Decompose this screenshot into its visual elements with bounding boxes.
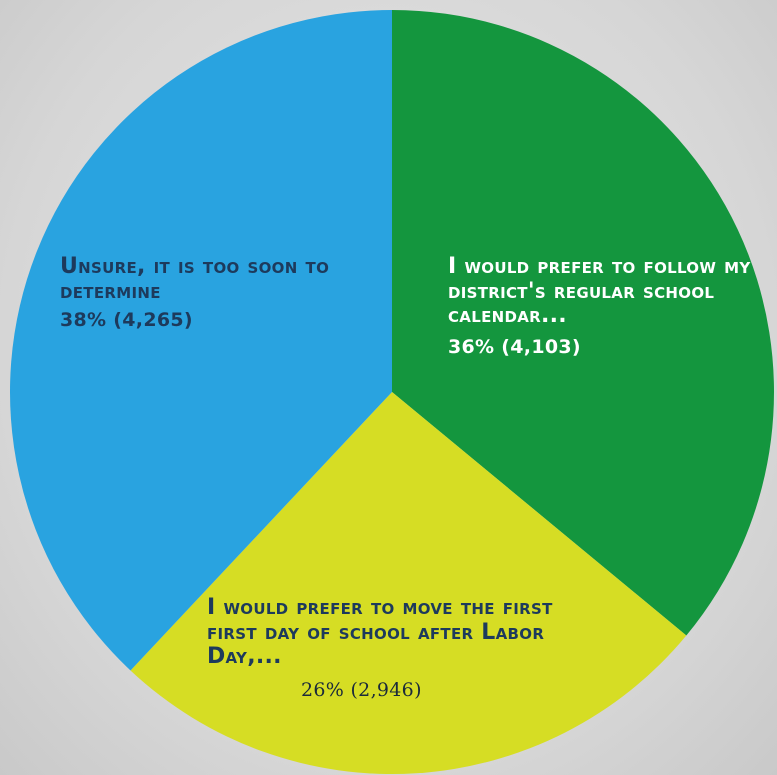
pie-slice-unsure — [10, 10, 392, 671]
slice-label-regular-calendar: I would prefer to follow my district's r… — [448, 254, 758, 358]
slice-label-after-labor-day: I would prefer to move the first first d… — [207, 595, 587, 701]
slice-value-text: 38% (4,265) — [60, 309, 193, 332]
slice-value-text: 36% (4,103) — [448, 335, 581, 358]
slice-label-text: Unsure, it is too soon to determine — [60, 254, 330, 304]
slice-label-text: I would prefer to move the first first d… — [207, 595, 553, 670]
slice-value-text: 26% (2,946) — [301, 678, 422, 701]
slice-label-unsure: Unsure, it is too soon to determine 38% … — [60, 254, 360, 332]
pie-slice-regular-calendar — [392, 10, 774, 636]
pie-slice-after-labor-day — [130, 392, 687, 774]
slice-label-text: I would prefer to follow my district's r… — [448, 254, 751, 329]
